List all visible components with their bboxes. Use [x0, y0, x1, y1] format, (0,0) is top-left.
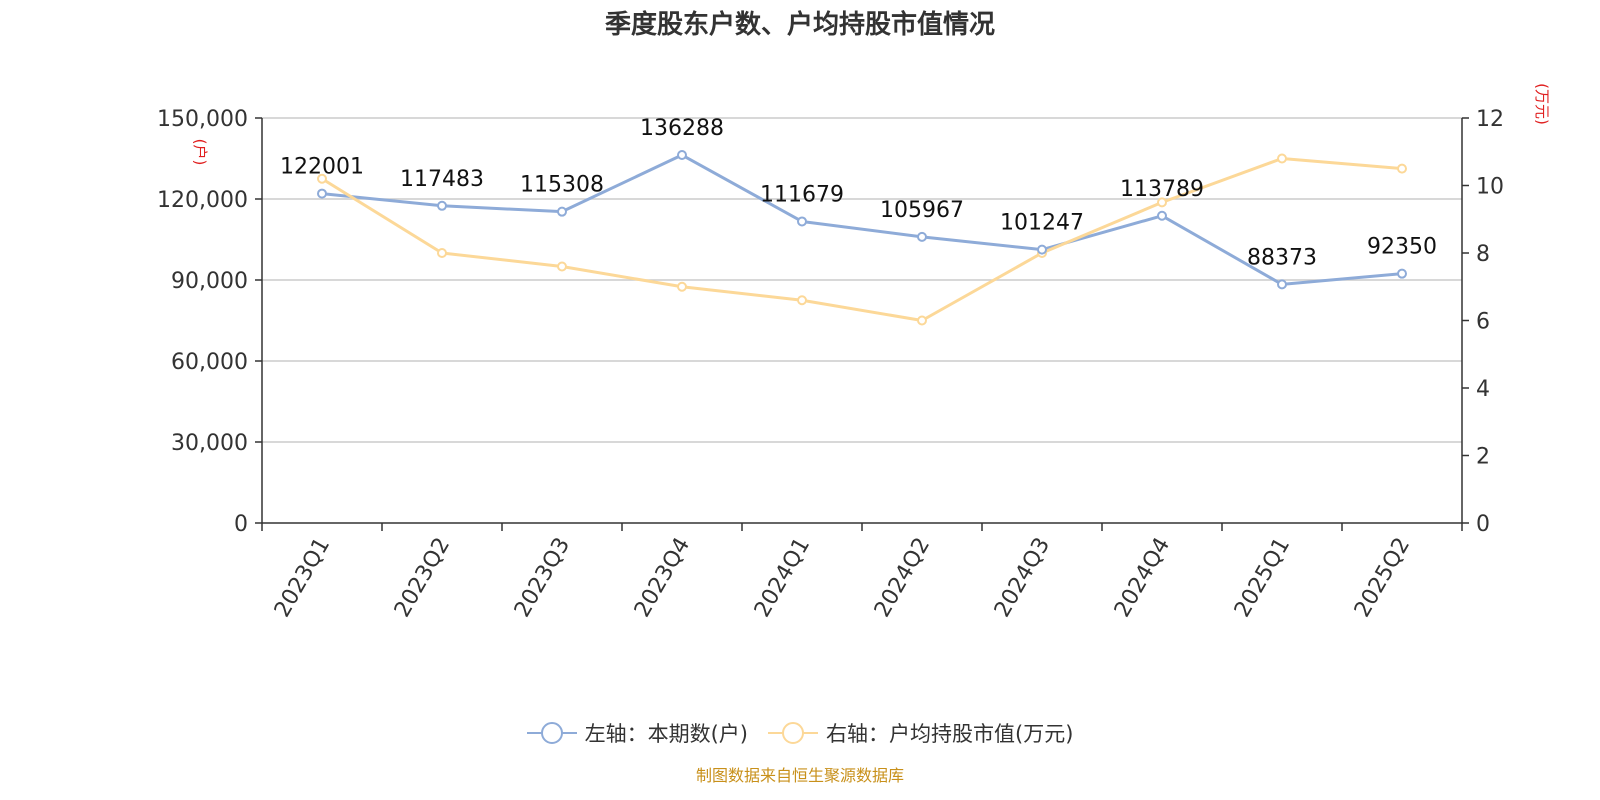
legend: 左轴：本期数(户) 右轴：户均持股市值(万元)	[0, 718, 1600, 748]
left-axis-unit: (户)	[191, 139, 209, 166]
data-point-left	[1157, 210, 1167, 221]
data-point-left	[677, 150, 687, 161]
legend-label-left: 左轴：本期数(户)	[584, 722, 748, 746]
legend-label-right: 右轴：户均持股市值(万元)	[826, 722, 1074, 746]
data-source-note: 制图数据来自恒生聚源数据库	[695, 766, 904, 785]
data-point-right	[557, 261, 567, 272]
legend-item-left-series[interactable]: 左轴：本期数(户)	[526, 718, 748, 748]
left-axis-tick-label: 150,000	[157, 107, 248, 132]
data-point-right	[1397, 163, 1407, 174]
data-label: 101247	[1000, 211, 1084, 236]
x-axis-tick-label: 2024Q4	[1110, 534, 1175, 622]
left-axis-tick-label: 0	[234, 512, 248, 537]
left-axis-tick-label: 120,000	[157, 188, 248, 213]
x-axis-tick-label: 2024Q1	[750, 534, 815, 622]
legend-marker-left-icon	[526, 718, 577, 748]
right-axis-tick-label: 8	[1476, 242, 1490, 267]
x-axis-tick-label: 2025Q1	[1230, 534, 1295, 622]
right-axis-tick-label: 2	[1476, 445, 1490, 470]
data-point-right	[797, 295, 807, 306]
right-axis-tick-label: 0	[1476, 512, 1490, 537]
data-point-left	[317, 188, 327, 199]
series-line-right	[321, 157, 1403, 322]
right-axis-unit: (万元)	[1533, 83, 1551, 125]
data-point-right	[437, 248, 447, 258]
data-label: 105967	[880, 198, 964, 223]
data-point-left	[1397, 268, 1407, 279]
x-axis-tick-label: 2024Q2	[870, 534, 935, 622]
left-axis-tick-label: 90,000	[171, 269, 248, 294]
legend-item-right-series[interactable]: 右轴：户均持股市值(万元)	[768, 718, 1073, 748]
data-point-left	[917, 231, 927, 242]
chart-title: 季度股东户数、户均持股市值情况	[604, 10, 995, 40]
legend-marker-right-icon	[768, 718, 818, 748]
data-label: 111679	[760, 182, 844, 207]
left-axis-tick-label: 30,000	[171, 431, 248, 456]
data-label: 115308	[520, 173, 604, 198]
data-point-right	[917, 315, 927, 326]
data-point-left	[1277, 279, 1287, 290]
data-point-left	[557, 206, 567, 217]
data-label: 136288	[640, 116, 724, 141]
left-axis-tick-label: 60,000	[171, 350, 248, 375]
x-axis-tick-label: 2025Q2	[1350, 534, 1415, 622]
data-point-right	[1157, 197, 1167, 208]
x-axis-tick-label: 2023Q1	[270, 534, 335, 622]
x-axis-tick-label: 2023Q4	[630, 534, 695, 622]
data-label: 88373	[1247, 245, 1317, 270]
data-label: 117483	[400, 167, 484, 192]
series-line-left	[321, 153, 1403, 286]
data-point-right	[317, 173, 327, 184]
x-axis-tick-label: 2023Q2	[390, 534, 455, 622]
data-point-left	[797, 216, 807, 227]
data-label: 92350	[1367, 235, 1437, 260]
right-axis-tick-label: 4	[1476, 377, 1490, 402]
x-axis-tick-label: 2023Q3	[510, 534, 575, 622]
data-point-right	[1277, 153, 1287, 164]
data-point-left	[437, 200, 447, 211]
right-axis-tick-label: 10	[1476, 175, 1504, 200]
data-label: 113789	[1120, 177, 1204, 202]
data-label: 122001	[280, 155, 364, 180]
data-point-left	[1037, 244, 1047, 255]
data-point-right	[677, 281, 687, 292]
right-axis-tick-label: 6	[1476, 310, 1490, 335]
x-axis-tick-label: 2024Q3	[990, 534, 1055, 622]
right-axis-tick-label: 12	[1476, 107, 1504, 132]
